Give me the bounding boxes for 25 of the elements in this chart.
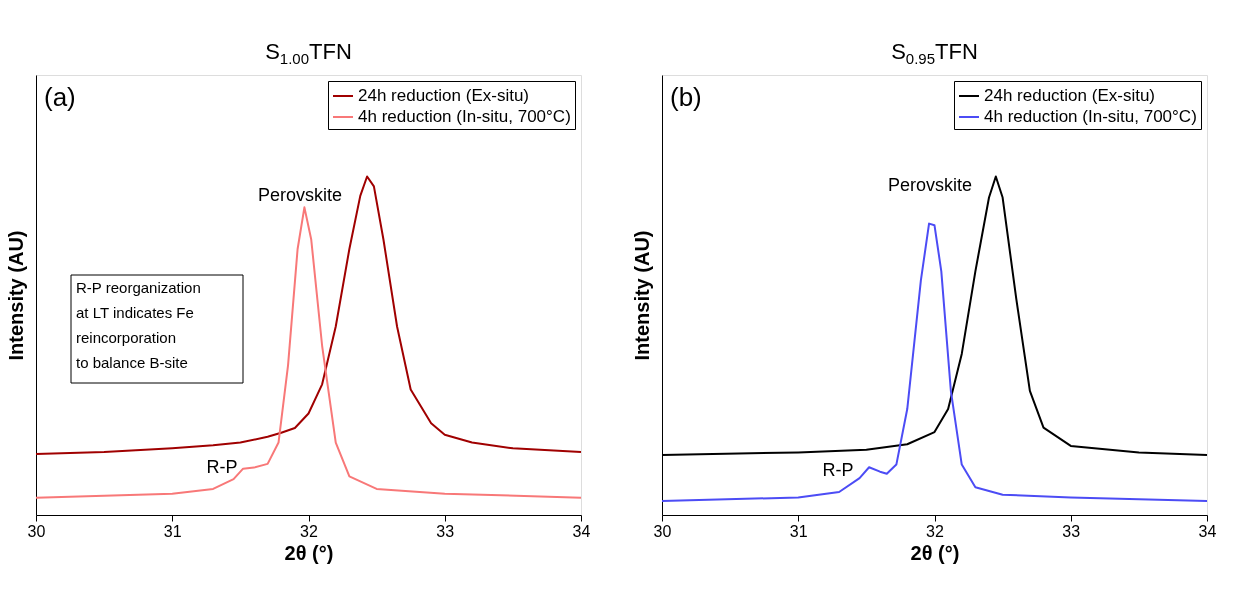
annotation: R-P [822, 460, 854, 480]
x-tick-label: 34 [572, 522, 591, 540]
text: (b) [670, 82, 702, 112]
text: (a) [44, 82, 76, 112]
annotation: R-P reorganization at LT indicates Fe reincorporation to balance B-site [76, 279, 201, 371]
x-tick-label: 34 [1198, 522, 1217, 540]
legend-label: 4h reduction (In-situ, 700°C) [984, 107, 1197, 126]
x-tick-label: 30 [653, 522, 672, 540]
x-tick-label: 30 [27, 522, 46, 540]
x-tick-label: 32 [300, 522, 318, 540]
legend-label: 4h reduction (In-situ, 700°C) [358, 107, 571, 126]
annotation: Perovskite [257, 185, 343, 205]
x-axis-title: 2θ (°) [910, 541, 960, 564]
x-tick-label: 33 [1062, 522, 1081, 540]
x-tick-label: 31 [163, 522, 182, 540]
annotation: Perovskite [887, 175, 973, 195]
x-axis-title: 2θ (°) [284, 541, 334, 564]
legend-label: 24h reduction (Ex-situ) [358, 86, 530, 105]
legend-label: 24h reduction (Ex-situ) [984, 86, 1156, 105]
x-tick-label: 33 [436, 522, 455, 540]
x-tick-label: 32 [926, 522, 944, 540]
y-axis-title: Intensity (AU) [630, 230, 653, 361]
annotation: R-P [206, 457, 238, 477]
x-tick-label: 31 [789, 522, 808, 540]
y-axis-title: Intensity (AU) [4, 230, 27, 361]
